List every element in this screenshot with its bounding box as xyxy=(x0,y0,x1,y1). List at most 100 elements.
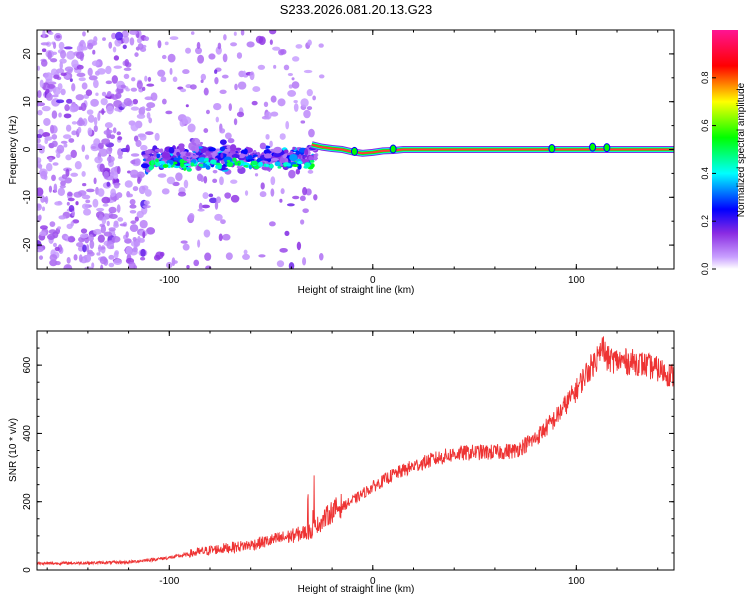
noise-blob xyxy=(109,134,116,140)
noise-blob xyxy=(224,132,232,140)
noise-blob xyxy=(87,127,93,136)
signal-blob xyxy=(263,149,272,155)
noise-blob xyxy=(91,145,97,149)
noise-blob xyxy=(67,197,75,202)
noise-blob xyxy=(60,140,68,144)
signal-peak xyxy=(248,164,252,170)
noise-blob xyxy=(215,196,222,204)
noise-blob xyxy=(130,122,139,132)
noise-blob xyxy=(302,187,308,196)
noise-blob xyxy=(112,127,117,134)
noise-blob xyxy=(269,39,273,45)
noise-blob xyxy=(186,265,190,269)
noise-blob xyxy=(71,210,75,217)
signal-blob xyxy=(199,141,203,145)
signal-blob xyxy=(273,146,283,154)
noise-blob xyxy=(69,78,73,83)
y-tick-label: 20 xyxy=(22,48,33,60)
signal-blob xyxy=(297,163,302,170)
signal-peak xyxy=(277,166,282,169)
noise-blob xyxy=(51,174,56,182)
noise-blob xyxy=(98,214,104,221)
signal-blob xyxy=(264,153,273,159)
noise-blob xyxy=(270,111,279,117)
noise-blob xyxy=(108,41,113,49)
noise-blob xyxy=(52,162,59,166)
noise-blob xyxy=(92,79,99,89)
noise-blob xyxy=(111,75,118,84)
noise-blob xyxy=(71,83,76,92)
noise-blob xyxy=(219,89,227,94)
x-tick-label: -100 xyxy=(159,275,179,286)
noise-blob xyxy=(76,45,82,53)
noise-blob xyxy=(138,238,145,243)
noise-blob xyxy=(219,128,226,134)
noise-blob xyxy=(76,72,86,77)
noise-blob xyxy=(67,235,75,243)
noise-blob xyxy=(68,138,75,143)
signal-peak xyxy=(198,163,204,167)
noise-blob xyxy=(203,128,209,133)
noise-blob xyxy=(134,52,139,57)
signal-peak xyxy=(217,165,222,170)
noise-blob xyxy=(129,224,139,233)
noise-blob xyxy=(82,182,87,187)
noise-blob xyxy=(189,84,197,90)
noise-blob xyxy=(269,140,273,148)
noise-blob xyxy=(157,40,162,49)
noise-blob xyxy=(66,201,70,206)
noise-blob xyxy=(159,251,165,257)
colorbar-tick-label: 0.4 xyxy=(700,167,710,180)
noise-blob xyxy=(55,34,61,39)
noise-blob xyxy=(280,48,287,55)
noise-blob xyxy=(81,144,86,152)
noise-blob xyxy=(37,133,43,139)
noise-blob xyxy=(81,171,86,177)
noise-blob xyxy=(198,202,203,211)
noise-blob xyxy=(161,188,170,195)
noise-blob xyxy=(185,47,192,54)
noise-blob xyxy=(48,31,54,36)
noise-blob xyxy=(264,111,272,120)
signal-peak xyxy=(263,163,267,167)
noise-blob xyxy=(221,74,229,79)
noise-blob xyxy=(214,69,218,74)
noise-blob xyxy=(307,169,314,174)
noise-blob xyxy=(197,239,201,248)
noise-blob xyxy=(52,242,58,248)
noise-blob xyxy=(81,194,91,200)
signal-blob xyxy=(253,149,257,154)
noise-blob xyxy=(83,208,92,216)
x-tick-label: -100 xyxy=(159,576,179,587)
noise-blob xyxy=(65,265,71,269)
signal-blob xyxy=(156,153,161,159)
noise-blob xyxy=(124,58,130,67)
noise-blob xyxy=(38,214,42,221)
signal-peak xyxy=(205,157,209,161)
noise-blob xyxy=(106,155,115,163)
noise-blob xyxy=(172,181,180,187)
noise-blob xyxy=(129,209,137,214)
noise-blob xyxy=(222,233,231,241)
noise-blob xyxy=(132,237,137,242)
noise-blob xyxy=(139,219,148,229)
noise-blob xyxy=(161,98,167,105)
noise-blob xyxy=(129,199,136,205)
noise-blob xyxy=(283,64,290,71)
signal-blob xyxy=(248,155,253,160)
noise-blob xyxy=(132,247,138,253)
colorbar: 0.0 0.2 0.4 0.6 0.8 Normalized spectral ampl… xyxy=(700,30,747,275)
noise-blob xyxy=(39,145,46,151)
noise-blob xyxy=(106,220,110,227)
signal-blob xyxy=(308,155,314,161)
noise-blob xyxy=(55,99,65,104)
noise-blob xyxy=(63,46,73,50)
noise-blob xyxy=(219,176,224,186)
noise-blob xyxy=(67,191,73,197)
noise-blob xyxy=(146,83,155,87)
signal-peak xyxy=(251,160,258,166)
noise-blob xyxy=(88,234,94,242)
noise-blob xyxy=(129,30,138,36)
noise-blob xyxy=(56,144,65,154)
noise-blob xyxy=(145,107,152,112)
